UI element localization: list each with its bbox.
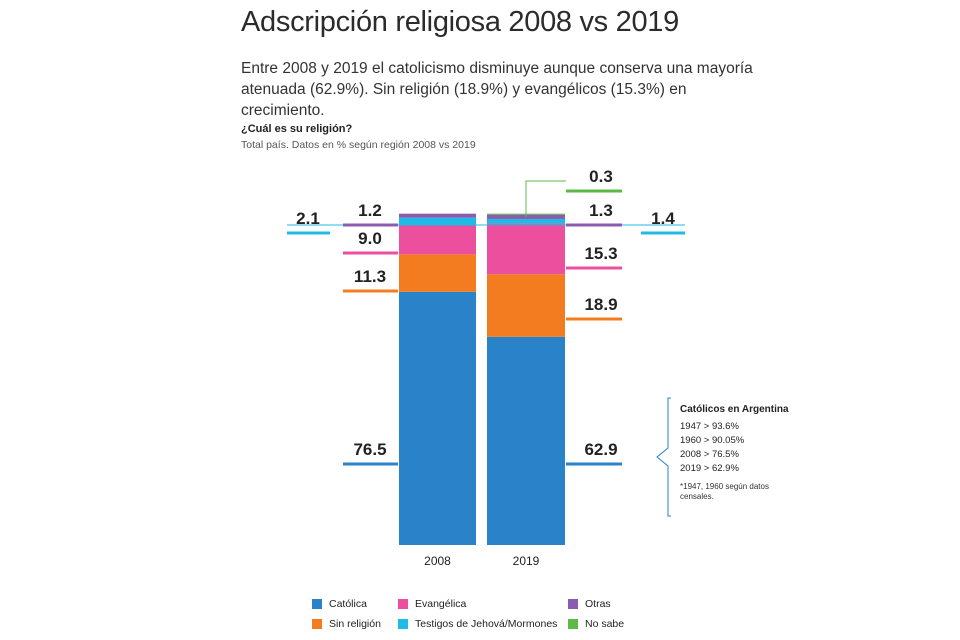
legend: Católica Evangélica Otras Sin religión T… — [312, 598, 672, 638]
legend-item-otras: Otras — [568, 598, 611, 610]
x-tick-label: 2019 — [513, 554, 540, 568]
legend-label: Testigos de Jehová/Mormones — [415, 618, 558, 630]
bar-segment-testigos — [399, 217, 476, 225]
bar-segment-catolica — [487, 336, 565, 545]
connector-line — [525, 180, 566, 217]
legend-item-catolica: Católica — [312, 598, 367, 610]
bar-segment-testigos — [487, 218, 565, 224]
catholics-note: Católicos en Argentina 1947 > 93.6% 1960… — [680, 404, 790, 502]
bar-segment-otras — [399, 213, 476, 218]
legend-label: Otras — [585, 598, 611, 610]
legend-item-no-sabe: No sabe — [568, 618, 624, 630]
legend-swatch — [568, 599, 578, 609]
note-bracket — [656, 397, 671, 517]
legend-swatch — [398, 599, 408, 609]
note-line: 2019 > 62.9% — [680, 463, 739, 474]
legend-label: Evangélica — [415, 598, 467, 610]
legend-item-evangelica: Evangélica — [398, 598, 466, 610]
note-title: Católicos en Argentina — [680, 404, 789, 415]
subtitle: Entre 2008 y 2019 el catolicismo disminu… — [241, 60, 753, 119]
bar-segment-sin_religion — [399, 254, 476, 292]
data-label: 76.5 — [353, 440, 386, 459]
note-line: 1960 > 90.05% — [680, 435, 745, 446]
data-label: 9.0 — [358, 229, 382, 248]
legend-label: Católica — [329, 598, 367, 610]
note-footnote: *1947, 1960 según datos censales. — [680, 482, 769, 501]
legend-swatch — [312, 599, 322, 609]
legend-swatch — [398, 619, 408, 629]
legend-swatch — [312, 619, 322, 629]
chart-source: Total país. Datos en % según región 2008… — [241, 139, 476, 151]
data-label: 1.4 — [651, 209, 675, 228]
bar-segment-evangelica — [487, 223, 565, 275]
data-label: 0.3 — [589, 167, 613, 186]
data-label: 15.3 — [584, 244, 617, 263]
legend-label: Sin religión — [329, 618, 381, 630]
data-label: 1.3 — [589, 201, 613, 220]
bar-segment-catolica — [399, 291, 476, 545]
page-title: Adscripción religiosa 2008 vs 2019 — [241, 6, 679, 38]
x-tick-label: 2008 — [424, 554, 451, 568]
legend-item-sin-religion: Sin religión — [312, 618, 381, 630]
bar-segment-evangelica — [399, 224, 476, 255]
note-line: 1947 > 93.6% — [680, 421, 739, 432]
legend-swatch — [568, 619, 578, 629]
data-label: 1.2 — [358, 201, 382, 220]
legend-item-testigos: Testigos de Jehová/Mormones — [398, 618, 557, 630]
data-label: 2.1 — [296, 209, 320, 228]
data-label: 11.3 — [354, 267, 386, 286]
note-line: 2008 > 76.5% — [680, 449, 739, 460]
data-label: 18.9 — [584, 295, 617, 314]
bar-segment-sin_religion — [487, 274, 565, 337]
chart-question: ¿Cuál es su religión? — [241, 123, 353, 135]
legend-label: No sabe — [585, 618, 625, 630]
data-label: 62.9 — [584, 440, 617, 459]
